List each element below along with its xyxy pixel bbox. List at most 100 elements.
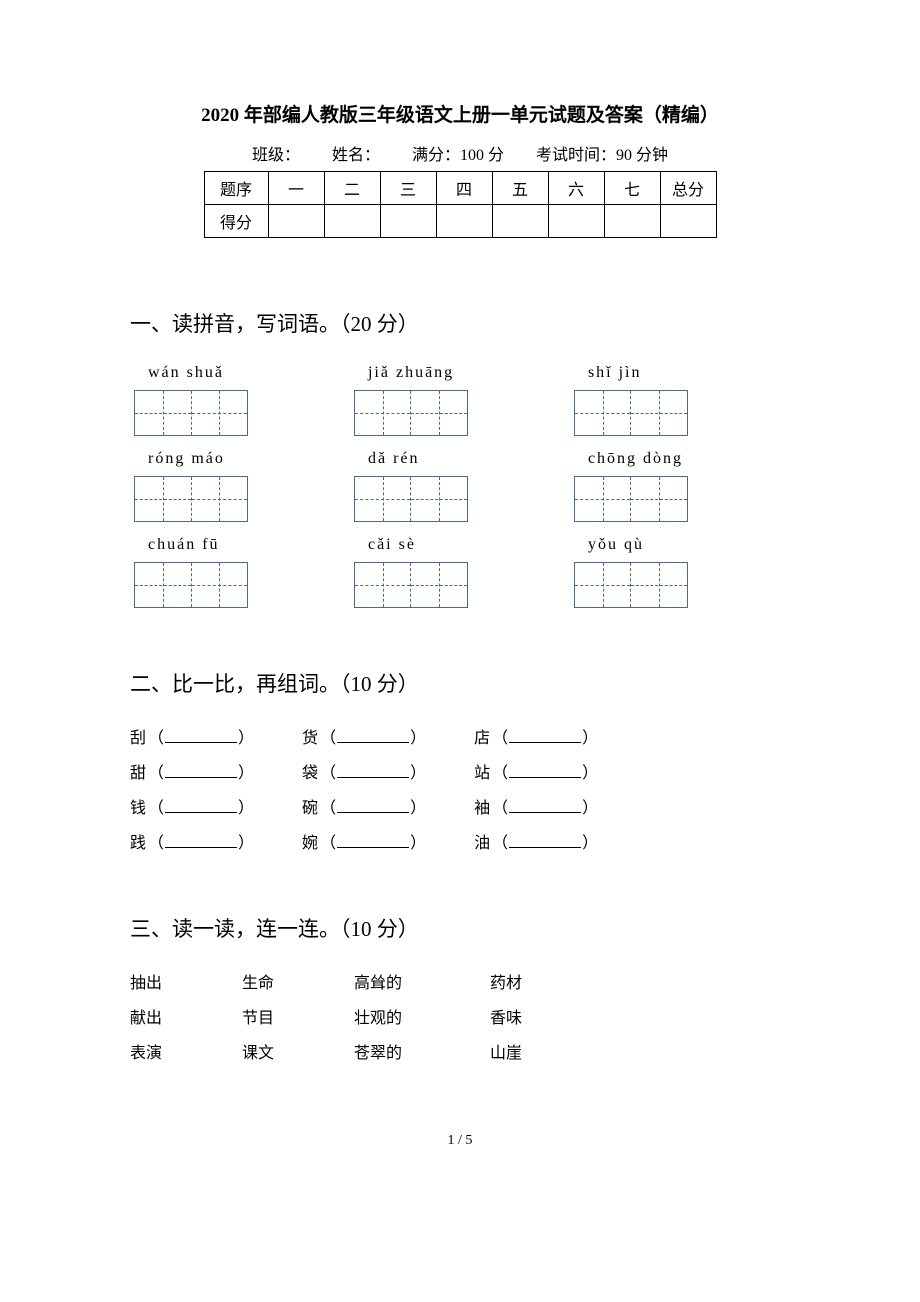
char-boxes [574, 476, 688, 522]
match-col: 药材 [490, 969, 522, 993]
pinyin-label: cǎi sè [350, 536, 560, 554]
match-col: 节目 [242, 1004, 354, 1028]
pinyin-label: jiǎ zhuāng [350, 364, 560, 382]
char-box [355, 391, 412, 435]
score-table-header-label: 题序 [204, 172, 268, 205]
match-col: 生命 [242, 969, 354, 993]
score-table: 题序 一 二 三 四 五 六 七 总分 得分 [204, 171, 717, 238]
char-boxes [354, 562, 468, 608]
score-cell [268, 205, 324, 238]
char-box [411, 563, 467, 607]
blank-line [509, 729, 581, 743]
pinyin-item: yǒu qù [570, 536, 790, 608]
pinyin-label: wán shuǎ [130, 364, 340, 382]
match-row: 表演课文苍翠的山崖 [130, 1039, 790, 1063]
compare-item: 油（） [474, 829, 598, 853]
pinyin-grid: wán shuǎ jiǎ zhuāng shǐ jìn róng máo dǎ rén c… [130, 364, 790, 608]
blank-line [337, 834, 409, 848]
score-table-col: 总分 [660, 172, 716, 205]
compare-char: 碗 [302, 794, 318, 818]
match-col: 壮观的 [354, 1004, 490, 1028]
blank-line [337, 799, 409, 813]
compare-row: 践（） 婉（） 油（） [130, 829, 790, 853]
score-table-col: 二 [324, 172, 380, 205]
score-cell [324, 205, 380, 238]
char-boxes [354, 390, 468, 436]
compare-char: 店 [474, 724, 490, 748]
pinyin-item: wán shuǎ [130, 364, 350, 436]
compare-char: 袋 [302, 759, 318, 783]
compare-char: 婉 [302, 829, 318, 853]
match-col: 课文 [242, 1039, 354, 1063]
pinyin-label: dǎ rén [350, 450, 560, 468]
compare-char: 货 [302, 724, 318, 748]
score-cell [660, 205, 716, 238]
char-boxes [134, 562, 248, 608]
score-cell [492, 205, 548, 238]
compare-char: 践 [130, 829, 146, 853]
blank-line [165, 834, 237, 848]
score-cell [604, 205, 660, 238]
char-box [355, 563, 412, 607]
match-col: 苍翠的 [354, 1039, 490, 1063]
name-label: 姓名： [332, 147, 380, 164]
char-box [192, 563, 248, 607]
pinyin-item: róng máo [130, 450, 350, 522]
compare-char: 甜 [130, 759, 146, 783]
pinyin-item: chōng dòng [570, 450, 790, 522]
char-box [192, 391, 248, 435]
compare-row: 甜（）袋（）站（） [130, 759, 790, 783]
pinyin-label: yǒu qù [570, 536, 780, 554]
compare-char: 钱 [130, 794, 146, 818]
blank-line [509, 799, 581, 813]
score-cell [380, 205, 436, 238]
score-table-header-row: 题序 一 二 三 四 五 六 七 总分 [204, 172, 716, 205]
compare-item: 货（） [302, 724, 426, 748]
char-boxes [574, 562, 688, 608]
exam-info: 班级： 姓名： 满分：100 分 考试时间：90 分钟 [130, 141, 790, 165]
char-box [355, 477, 412, 521]
char-box [135, 477, 192, 521]
blank-line [337, 729, 409, 743]
compare-item: 袋（） [302, 759, 426, 783]
char-box [575, 391, 632, 435]
blank-line [337, 764, 409, 778]
compare-item: 践（） [130, 829, 254, 853]
compare-item: 婉（） [302, 829, 426, 853]
char-boxes [134, 476, 248, 522]
pinyin-item: chuán fū [130, 536, 350, 608]
score-cell [436, 205, 492, 238]
compare-char: 油 [474, 829, 490, 853]
pinyin-item: shǐ jìn [570, 364, 790, 436]
char-boxes [574, 390, 688, 436]
match-row: 抽出生命高耸的药材 [130, 969, 790, 993]
char-box [575, 477, 632, 521]
char-box [631, 477, 687, 521]
char-box [411, 391, 467, 435]
pinyin-label: róng máo [130, 450, 340, 468]
score-table-col: 六 [548, 172, 604, 205]
compare-item: 刮（） [130, 724, 254, 748]
compare-item: 店（） [474, 724, 598, 748]
score-table-col: 一 [268, 172, 324, 205]
char-box [192, 477, 248, 521]
compare-item: 钱（） [130, 794, 254, 818]
pinyin-label: chōng dòng [570, 450, 780, 468]
score-table-col: 七 [604, 172, 660, 205]
char-box [411, 477, 467, 521]
compare-item: 甜（） [130, 759, 254, 783]
compare-char: 站 [474, 759, 490, 783]
section1-heading: 一、读拼音，写词语。（20 分） [130, 308, 790, 338]
score-table-col: 五 [492, 172, 548, 205]
match-rows: 抽出生命高耸的药材献出节目壮观的香味表演课文苍翠的山崖 [130, 969, 790, 1063]
match-row: 献出节目壮观的香味 [130, 1004, 790, 1028]
compare-row: 刮（） 货（） 店（） [130, 724, 790, 748]
full-score-label: 满分：100 分 [412, 147, 504, 164]
pinyin-label: shǐ jìn [570, 364, 780, 382]
compare-char: 袖 [474, 794, 490, 818]
pinyin-item: jiǎ zhuāng [350, 364, 570, 436]
score-table-score-label: 得分 [204, 205, 268, 238]
char-box [575, 563, 632, 607]
match-col: 献出 [130, 1004, 242, 1028]
class-label: 班级： [252, 147, 300, 164]
